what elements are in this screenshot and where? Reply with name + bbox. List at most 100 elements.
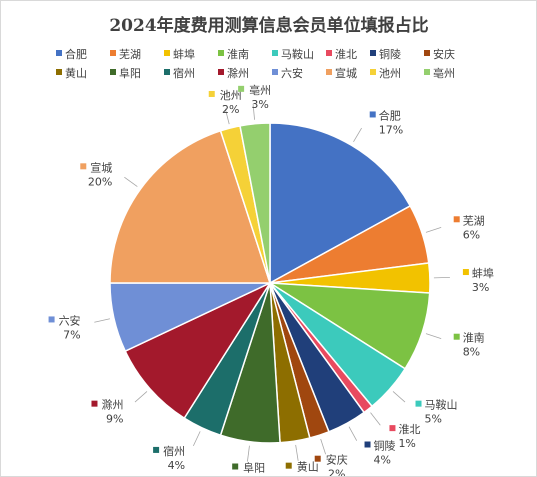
data-label-阜阳: 阜阳6%	[232, 462, 265, 476]
data-label-swatch	[238, 85, 245, 92]
legend-label: 滁州	[227, 66, 249, 80]
legend-swatch	[164, 69, 170, 75]
data-label-name: 滁州	[101, 398, 123, 412]
legend-item-亳州: 亳州	[424, 66, 455, 80]
data-label-value: 5%	[425, 413, 442, 426]
legend-label: 铜陵	[379, 47, 401, 61]
data-label-value: 3%	[299, 475, 316, 476]
data-label-name: 亳州	[249, 83, 271, 97]
legend-swatch	[110, 50, 116, 56]
data-label-芜湖: 芜湖6%	[453, 213, 485, 241]
data-label-name: 铜陵	[374, 438, 396, 452]
data-label-swatch	[48, 316, 55, 323]
data-label-value: 20%	[88, 175, 112, 188]
data-label-name: 池州	[220, 89, 242, 102]
legend-item-阜阳: 阜阳	[110, 67, 141, 80]
legend-swatch	[164, 50, 170, 56]
pie-slices	[109, 122, 431, 444]
legend-swatch	[218, 69, 224, 75]
legend-label: 宣城	[335, 66, 357, 80]
data-label-name: 阜阳	[243, 462, 265, 475]
legend-item-安庆: 安庆	[424, 47, 455, 61]
legend-item-六安: 六安	[272, 66, 303, 80]
data-label-铜陵: 铜陵4%	[364, 438, 396, 466]
leader-line	[252, 103, 255, 120]
data-label-swatch	[208, 90, 215, 97]
data-label-swatch	[462, 269, 469, 276]
data-label-swatch	[153, 446, 160, 453]
data-label-swatch	[389, 425, 396, 432]
data-label-swatch	[415, 400, 422, 407]
data-label-value: 1%	[398, 437, 415, 450]
leader-lines	[94, 103, 450, 462]
data-label-swatch	[285, 462, 292, 469]
legend-item-淮南: 淮南	[218, 48, 249, 61]
legend-label: 黄山	[65, 66, 87, 80]
data-label-swatch	[314, 455, 321, 462]
data-label-value: 8%	[463, 346, 480, 359]
data-label-value: 9%	[106, 413, 123, 426]
data-label-name: 黄山	[297, 460, 319, 474]
data-label-name: 安庆	[326, 453, 348, 467]
leader-line	[124, 176, 138, 187]
legend-label: 宿州	[173, 66, 195, 80]
data-label-name: 六安	[59, 313, 81, 327]
leader-line	[224, 108, 230, 125]
legend-label: 池州	[379, 67, 401, 80]
pie-slice-滁州	[124, 281, 273, 420]
leader-line	[353, 127, 362, 143]
legend-swatch	[370, 69, 376, 75]
legend-swatch	[326, 50, 332, 56]
legend-label: 合肥	[65, 47, 87, 61]
data-label-黄山: 黄山3%	[285, 460, 319, 476]
data-label-池州: 池州2%	[208, 89, 242, 116]
data-labels: 合肥17%芜湖6%蚌埠3%淮南8%马鞍山5%淮北1%铜陵4%安庆2%黄山3%阜阳…	[48, 83, 494, 476]
data-label-安庆: 安庆2%	[314, 453, 348, 476]
leader-line	[348, 426, 358, 441]
legend-swatch	[218, 50, 224, 56]
legend-swatch	[56, 69, 62, 75]
data-label-value: 2%	[222, 103, 239, 116]
leader-line	[94, 318, 111, 323]
legend-label: 淮南	[227, 48, 249, 61]
legend-item-合肥: 合肥	[56, 47, 87, 61]
data-label-蚌埠: 蚌埠3%	[462, 266, 494, 294]
legend-item-池州: 池州	[370, 67, 401, 80]
legend-swatch	[110, 69, 116, 75]
legend-label: 芜湖	[119, 47, 141, 61]
legend-swatch	[370, 50, 376, 56]
data-label-淮北: 淮北1%	[389, 423, 420, 450]
leader-line	[433, 276, 450, 279]
leader-line	[320, 438, 327, 455]
legend-item-宣城: 宣城	[326, 66, 357, 80]
chart-title: 2024年度费用测算信息会员单位填报占比	[109, 15, 428, 36]
legend-swatch	[272, 69, 278, 75]
legend-swatch	[56, 50, 62, 56]
data-label-swatch	[453, 333, 460, 340]
leader-line	[295, 444, 299, 461]
leader-line	[425, 333, 442, 340]
data-label-name: 芜湖	[463, 213, 485, 227]
legend-label: 阜阳	[119, 67, 141, 80]
data-label-六安: 六安7%	[48, 313, 81, 341]
leader-line	[370, 412, 381, 426]
leader-line	[192, 431, 201, 447]
data-label-value: 4%	[168, 459, 185, 472]
legend-item-淮北: 淮北	[326, 48, 357, 61]
pie-slice-宣城	[109, 129, 272, 284]
pie-slice-合肥	[269, 122, 412, 285]
legend-item-滁州: 滁州	[218, 66, 249, 80]
data-label-name: 蚌埠	[472, 266, 494, 280]
data-label-宿州: 宿州4%	[153, 444, 185, 472]
legend-label: 蚌埠	[173, 47, 195, 61]
legend-item-马鞍山: 马鞍山	[272, 47, 314, 61]
data-label-value: 6%	[463, 228, 480, 241]
data-label-swatch	[364, 441, 371, 448]
data-label-name: 淮北	[398, 423, 420, 436]
data-label-swatch	[80, 163, 87, 170]
legend-item-蚌埠: 蚌埠	[164, 47, 195, 61]
leader-line	[392, 391, 406, 403]
